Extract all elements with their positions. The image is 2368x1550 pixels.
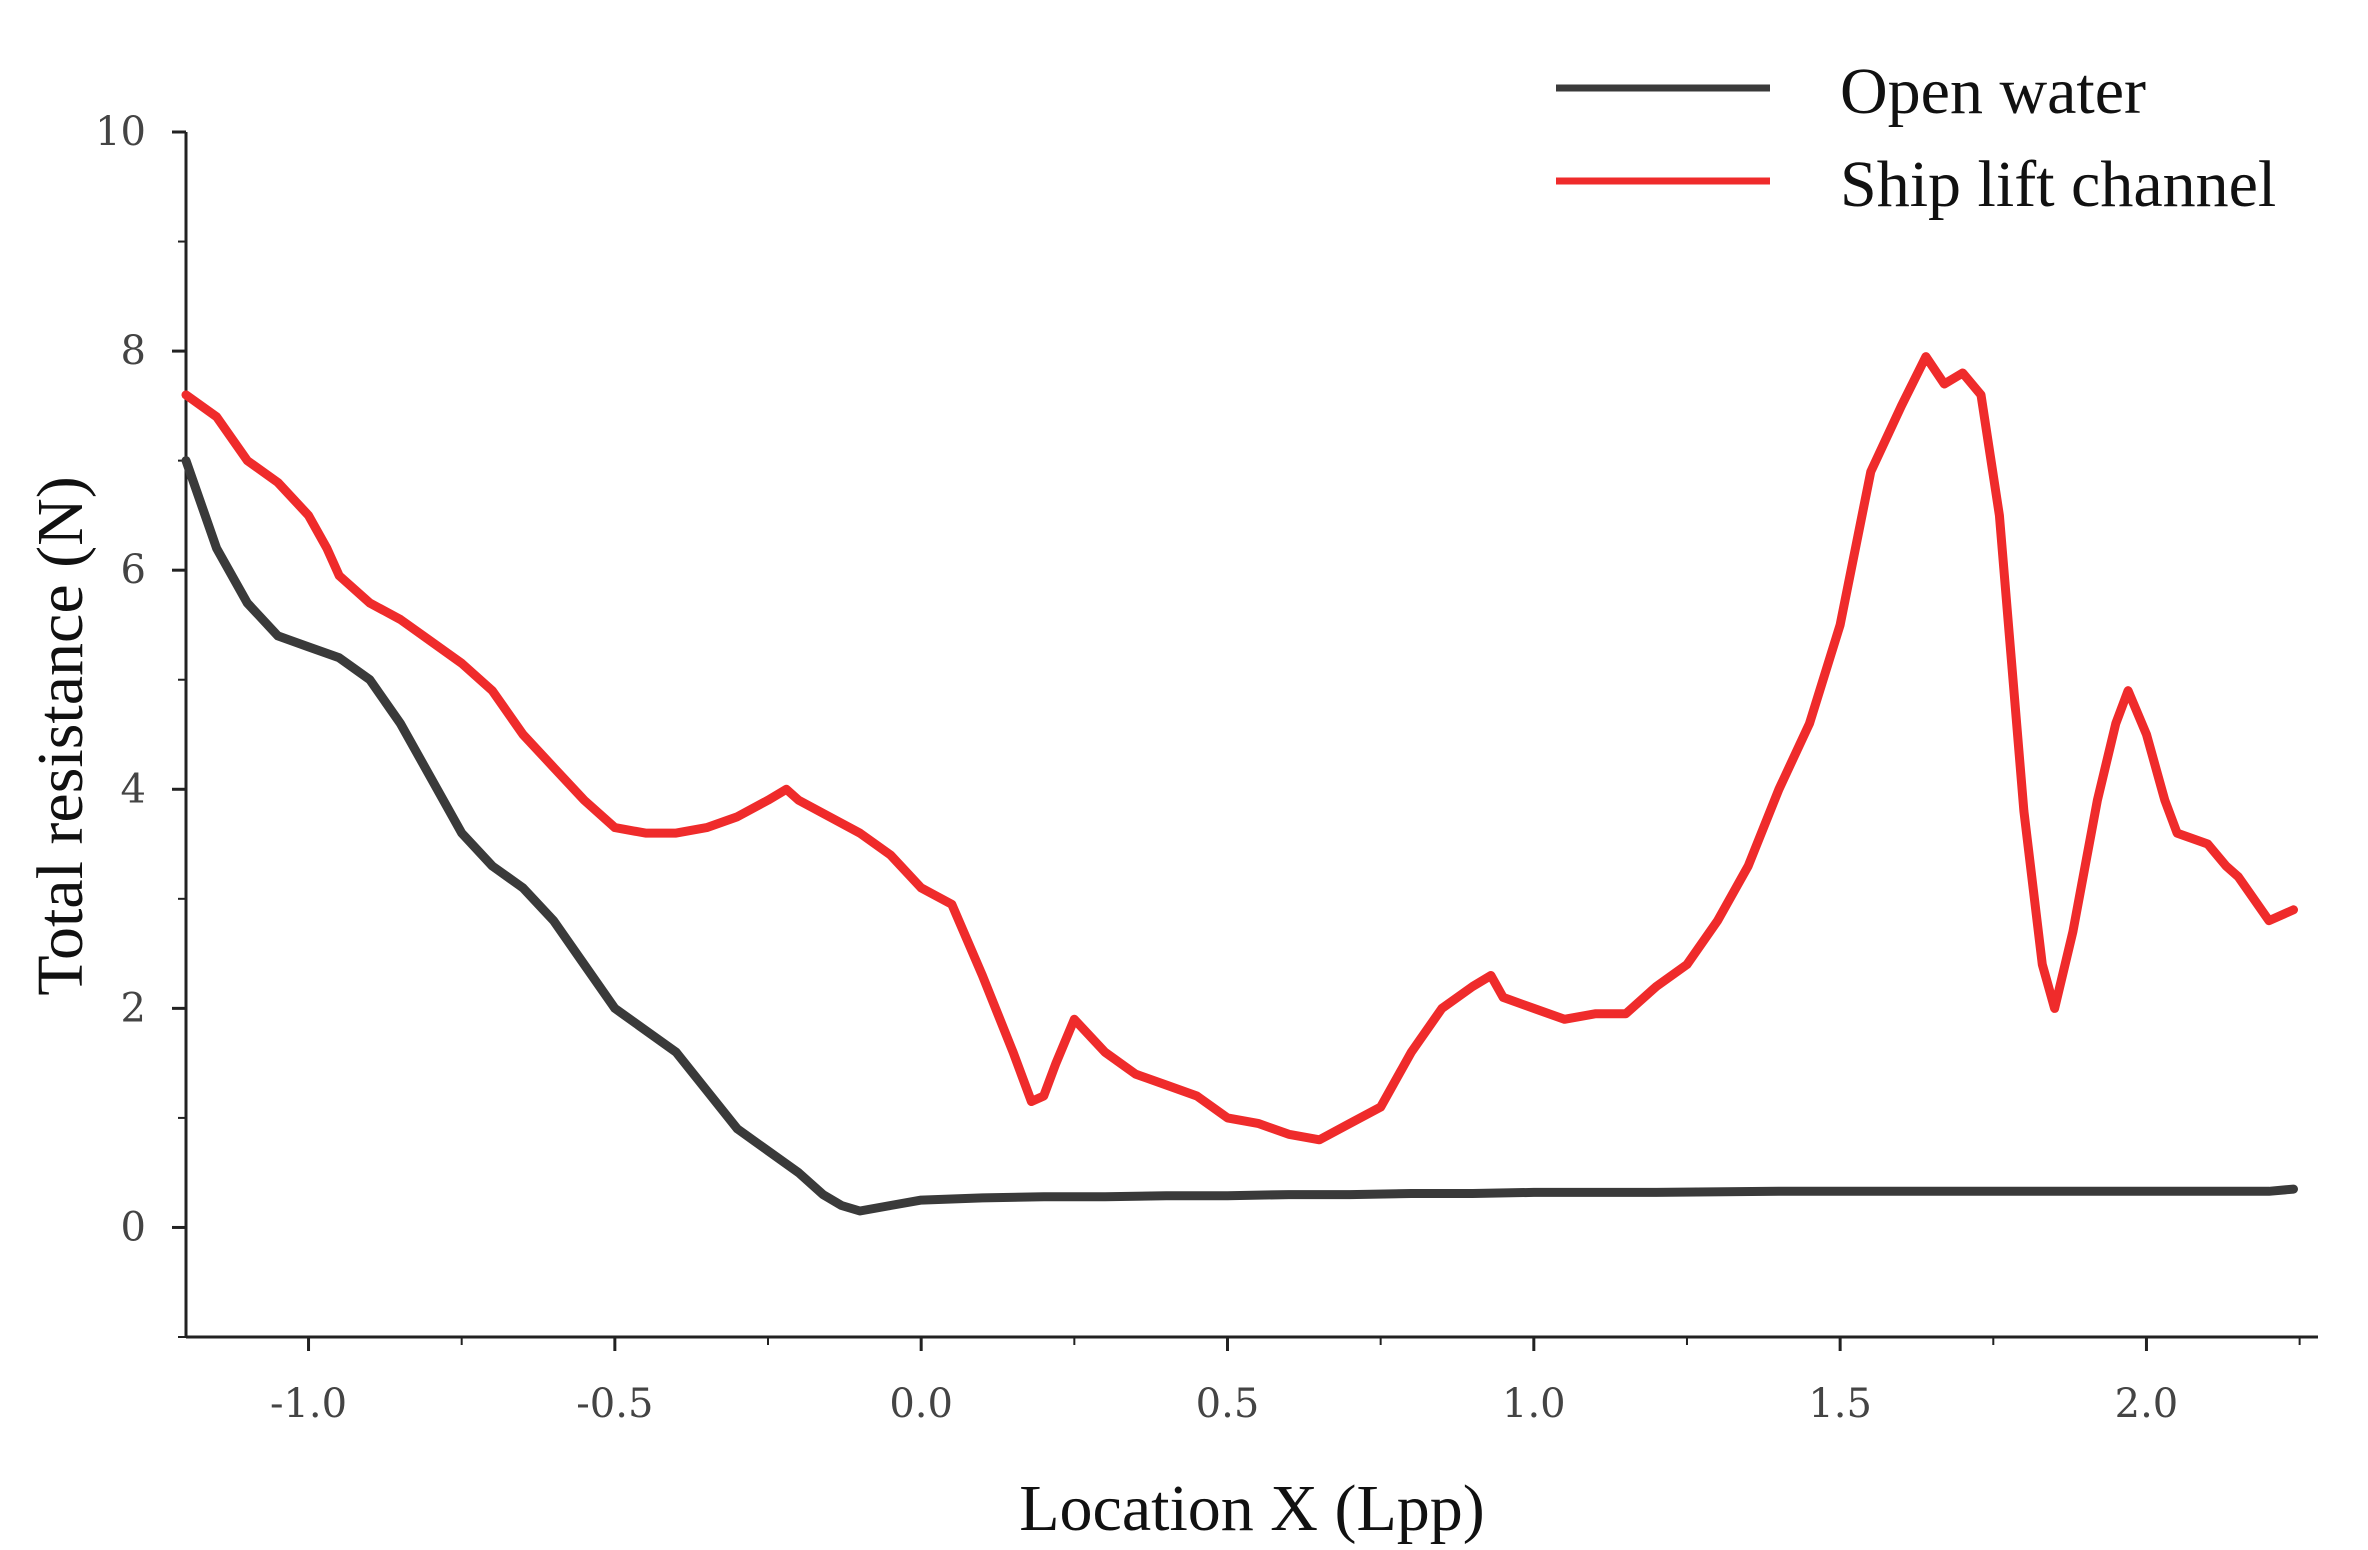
x-tick-label: -0.5 (576, 1381, 653, 1427)
x-tick-label: 1.5 (1808, 1381, 1872, 1427)
y-tick-label: 2 (121, 985, 146, 1031)
axes (184, 132, 2318, 1339)
y-tick-label: 6 (121, 547, 146, 593)
y-tick-label: 10 (95, 109, 146, 155)
x-tick-label: 1.0 (1502, 1381, 1566, 1427)
legend-label-open-water: Open water (1840, 55, 2146, 128)
x-axis-title: Location X (Lpp) (1019, 1472, 1485, 1545)
y-tick-label: 8 (121, 328, 146, 374)
x-tick-label: -1.0 (270, 1381, 347, 1427)
tick-labels: -1.0 -0.5 0.0 0.5 1.0 1.5 2.0 0 2 4 6 8 10 (95, 109, 2178, 1427)
y-axis-title: Total resistance (N) (24, 476, 97, 996)
y-tick-label: 0 (121, 1204, 146, 1250)
series-group (181, 352, 2298, 1216)
y-tick-label: 4 (121, 766, 146, 812)
legend-label-ship-lift-channel: Ship lift channel (1840, 148, 2276, 221)
x-tick-label: 0.0 (889, 1381, 953, 1427)
ticks (172, 130, 2301, 1351)
series-line-open-water (181, 456, 2298, 1216)
x-tick-label: 2.0 (2115, 1381, 2179, 1427)
legend: Open water Ship lift channel (1556, 55, 2276, 221)
series-line-ship-lift-channel (181, 352, 2298, 1145)
x-tick-label: 0.5 (1196, 1381, 1260, 1427)
